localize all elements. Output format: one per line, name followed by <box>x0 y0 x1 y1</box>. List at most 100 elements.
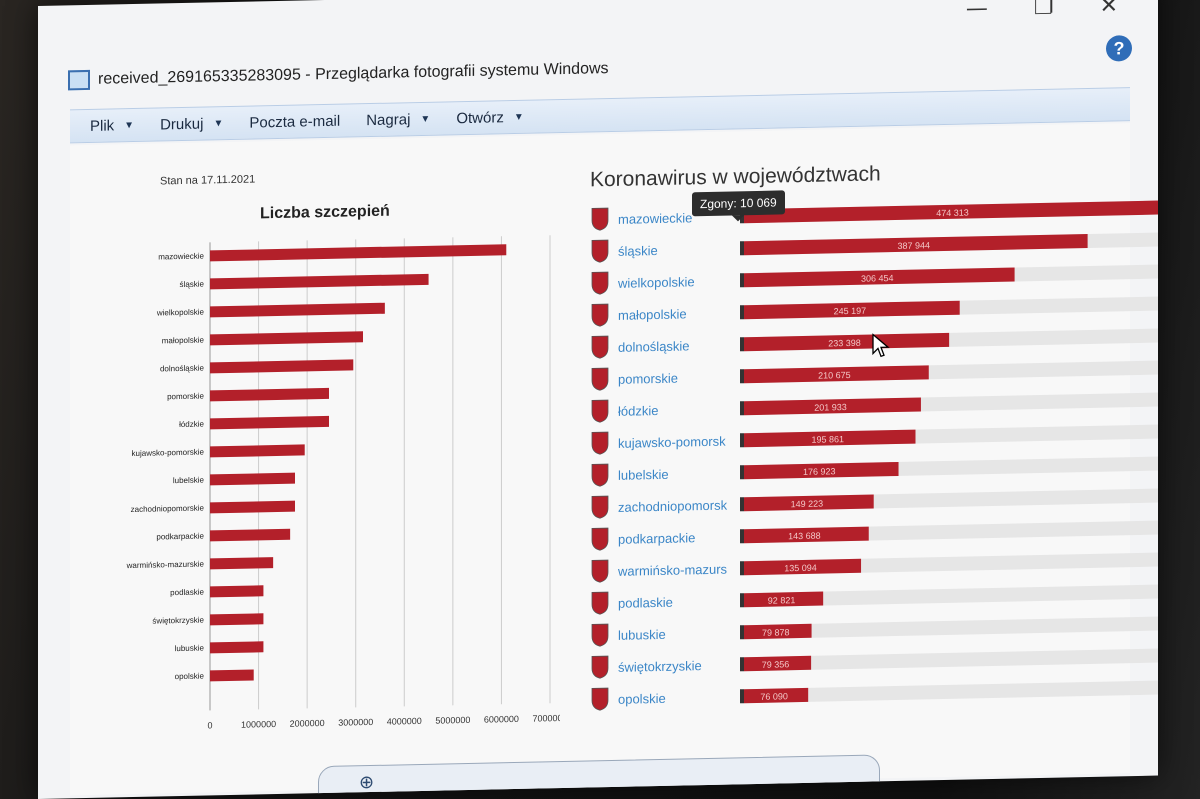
bar-value-label: 79 878 <box>762 627 790 638</box>
bar-track <box>740 680 1158 704</box>
bar-value-label: 387 944 <box>898 240 931 251</box>
category-label: lubelskie <box>173 476 205 486</box>
region-label[interactable]: zachodniopomorsk <box>618 498 728 515</box>
bar <box>210 669 254 682</box>
menu-poczta-e-mail[interactable]: Poczta e-mail <box>249 112 340 131</box>
bar-value-label: 176 923 <box>803 466 836 477</box>
region-label[interactable]: świętokrzyskie <box>618 658 702 675</box>
bar[interactable] <box>744 267 1015 288</box>
tooltip: Zgony: 10 069 <box>692 190 785 217</box>
bar-value-label: 306 454 <box>861 273 894 284</box>
bar-track <box>740 584 1158 608</box>
bar[interactable] <box>744 687 809 704</box>
bar[interactable] <box>744 461 899 480</box>
category-label: opolskie <box>175 672 205 682</box>
help-icon[interactable]: ? <box>1106 35 1132 62</box>
bar-value-label: 233 398 <box>828 338 861 349</box>
bar-value-label: 79 356 <box>762 659 790 670</box>
bar[interactable] <box>744 300 960 320</box>
coat-of-arms-icon <box>591 335 609 359</box>
bar-cap <box>740 465 744 480</box>
bar[interactable] <box>744 332 950 352</box>
bar <box>210 557 274 570</box>
category-label: śląskie <box>180 280 205 290</box>
bar[interactable] <box>744 397 921 416</box>
bar <box>210 444 305 458</box>
screen: — ❐ ✕ received_269165335283095 - Przeglą… <box>38 0 1158 799</box>
category-label: pomorskie <box>167 392 204 402</box>
category-label: łódzkie <box>179 420 204 430</box>
bar-value-label: 210 675 <box>818 370 851 381</box>
coat-of-arms-icon <box>591 559 609 583</box>
bar-cap <box>740 433 744 448</box>
category-label: świętokrzyskie <box>152 616 204 626</box>
bar-cap <box>740 337 744 352</box>
x-tick-label: 4000000 <box>387 716 422 727</box>
menu-nagraj[interactable]: Nagraj ▼ <box>366 110 430 129</box>
bar <box>210 331 363 346</box>
menu-otw-rz[interactable]: Otwórz ▼ <box>456 108 523 127</box>
x-tick-label: 6000000 <box>484 714 519 725</box>
bar-cap <box>740 625 744 640</box>
region-label[interactable]: lubuskie <box>618 627 666 643</box>
region-label[interactable]: łódzkie <box>618 403 658 419</box>
close-button[interactable]: ✕ <box>1099 0 1118 19</box>
bar <box>210 585 264 598</box>
bar[interactable] <box>744 429 916 448</box>
bar[interactable] <box>744 526 869 544</box>
region-label[interactable]: lubelskie <box>618 467 669 483</box>
bar-value-label: 135 094 <box>784 563 817 574</box>
coat-of-arms-icon <box>591 207 609 231</box>
region-label[interactable]: wielkopolskie <box>617 274 695 291</box>
bar[interactable] <box>744 558 862 576</box>
category-label: warmińsko-mazurskie <box>126 560 205 571</box>
photo-viewer-icon <box>68 69 90 91</box>
category-label: małopolskie <box>162 336 205 346</box>
bar-value-label: 92 821 <box>768 595 796 606</box>
bar[interactable] <box>744 494 874 512</box>
region-label[interactable]: pomorskie <box>618 371 678 387</box>
category-label: kujawsko-pomorskie <box>132 448 205 459</box>
region-label[interactable]: małopolskie <box>618 306 687 322</box>
bar <box>210 641 264 654</box>
region-label[interactable]: podkarpackie <box>618 530 695 547</box>
menu-plik[interactable]: Plik ▼ <box>90 116 135 135</box>
region-label[interactable]: podlaskie <box>618 595 673 611</box>
minimize-button[interactable]: — <box>965 0 988 22</box>
x-tick-label: 5000000 <box>435 715 470 726</box>
region-label[interactable]: mazowieckie <box>618 210 692 227</box>
restore-button[interactable]: ❐ <box>1033 0 1054 21</box>
menu-label: Drukuj <box>160 115 204 133</box>
region-label[interactable]: śląskie <box>618 243 658 259</box>
bar-cap <box>740 529 744 544</box>
zoom-icon[interactable]: ⊕ <box>359 771 375 793</box>
coat-of-arms-icon <box>591 527 609 551</box>
bar-cap <box>740 241 744 256</box>
menu-label: Poczta e-mail <box>249 112 341 132</box>
bar[interactable] <box>744 655 812 672</box>
region-label[interactable]: opolskie <box>618 691 666 707</box>
coat-of-arms-icon <box>591 431 609 455</box>
bar <box>210 415 329 430</box>
bar[interactable] <box>744 200 1158 224</box>
bar[interactable] <box>744 591 824 608</box>
bar-value-label: 76 090 <box>760 691 788 702</box>
bar[interactable] <box>744 234 1088 256</box>
region-label[interactable]: warmińsko-mazurs <box>617 562 728 579</box>
bar <box>210 302 385 318</box>
region-label[interactable]: kujawsko-pomorsk <box>618 434 726 451</box>
menu-drukuj[interactable]: Drukuj ▼ <box>160 115 223 133</box>
bar[interactable] <box>744 623 812 640</box>
window-controls: — ❐ ✕ <box>966 0 1118 22</box>
coat-of-arms-icon <box>591 655 609 679</box>
bar[interactable] <box>744 365 929 384</box>
x-tick-label: 1000000 <box>241 719 276 730</box>
coat-of-arms-icon <box>591 463 609 487</box>
x-tick-label: 2000000 <box>290 718 325 729</box>
bar-value-label: 245 197 <box>834 306 867 317</box>
bar-cap <box>740 593 744 608</box>
region-label[interactable]: dolnośląskie <box>618 338 690 354</box>
x-tick-label: 7000000 <box>532 713 560 724</box>
caret-down-icon: ▼ <box>124 119 135 131</box>
bar-value-label: 474 313 <box>936 208 969 219</box>
